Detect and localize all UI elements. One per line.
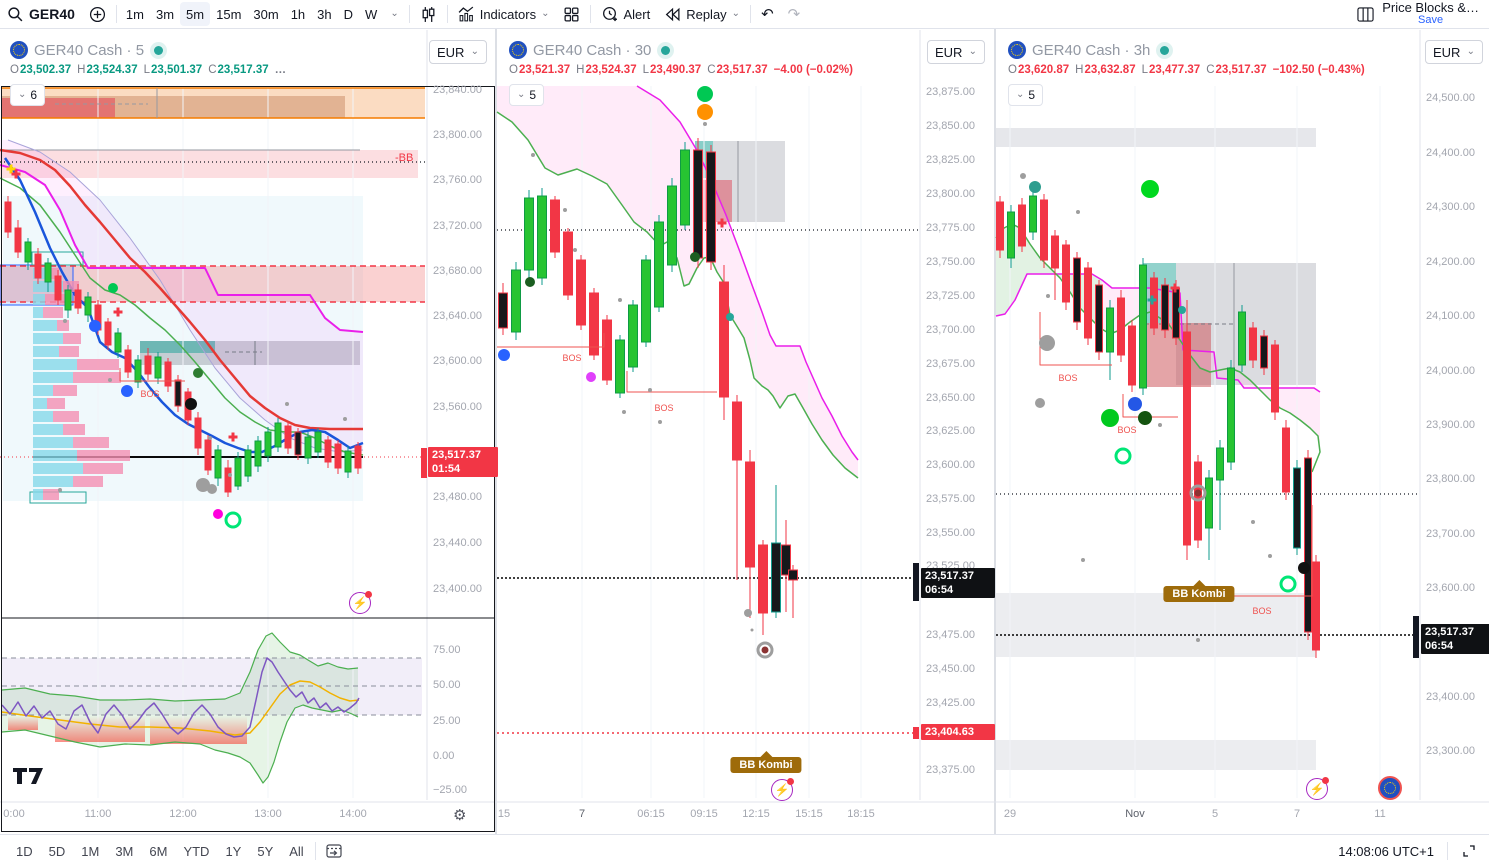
toolbar-separator <box>408 5 410 23</box>
chart3-header: GER40 Cash · 3h O23,620.87 H23,632.87 L23,… <box>1008 40 1371 76</box>
tf-1m[interactable]: 1m <box>125 6 144 22</box>
eu-flag-icon <box>10 41 28 59</box>
grid-layout-icon <box>564 6 579 22</box>
chart2-header: GER40 Cash · 30 O23,521.37 H23,524.37 L23,… <box>509 40 859 76</box>
range-1m[interactable]: 1M <box>81 843 100 859</box>
toolbar-separator <box>115 5 117 23</box>
range-1y[interactable]: 1Y <box>225 843 242 859</box>
range-all[interactable]: All <box>289 843 304 859</box>
plus-circle-icon <box>89 6 105 22</box>
svg-text:-BB: -BB <box>395 152 413 164</box>
tf-W[interactable]: W <box>365 6 378 22</box>
chart2-symbol-title[interactable]: GER40 Cash · 30 <box>533 41 652 59</box>
range-1d[interactable]: 1D <box>16 843 33 859</box>
clock[interactable]: 14:08:06 UTC+1 <box>1338 843 1434 859</box>
tf-15m[interactable]: 15m <box>216 6 242 22</box>
indicators-dropdown-arrow: ⌄ <box>541 8 550 19</box>
replay-label: Replay <box>686 6 727 22</box>
chart3-symbol-title[interactable]: GER40 Cash · 3h <box>1032 41 1151 59</box>
chart1-currency-dropdown[interactable]: EUR ⌄ <box>429 40 487 64</box>
chart2-ohlc: O23,521.37 H23,524.37 L23,490.37 C23,517.37… <box>509 64 853 76</box>
timeframes-dropdown-arrow[interactable]: ⌄ <box>390 8 399 19</box>
maximize-icon[interactable] <box>1461 843 1477 859</box>
range-6m[interactable]: 6M <box>149 843 168 859</box>
svg-text:BOS: BOS <box>1252 606 1271 616</box>
bottom-toolbar: 1D 5D 1M 3M 6M YTD 1Y 5Y All 14:08:06 UT… <box>0 834 1489 866</box>
undo-button[interactable]: ↶ <box>761 6 774 23</box>
market-open-dot <box>661 45 671 55</box>
market-open-dot <box>154 45 164 55</box>
separator <box>314 842 316 860</box>
chart2-indicators-collapse[interactable]: ⌄ 5 <box>509 84 545 106</box>
range-5y[interactable]: 5Y <box>257 843 274 859</box>
eu-flag-icon <box>509 41 527 59</box>
add-symbol-button[interactable] <box>82 2 113 26</box>
tf-D[interactable]: D <box>343 6 354 22</box>
toolbar-separator <box>446 5 448 23</box>
range-ytd[interactable]: YTD <box>183 843 210 859</box>
bb-kombi-tooltip: BB Kombi <box>730 757 802 773</box>
indicators-icon <box>458 6 473 21</box>
replay-button[interactable]: Replay ⌄ <box>657 2 747 26</box>
alert-label: Alert <box>623 6 651 22</box>
toolbar-separator <box>590 5 592 23</box>
symbol-search[interactable]: GER40 <box>0 2 82 26</box>
go-to-date-icon[interactable] <box>325 842 343 860</box>
toolbar-separator <box>750 5 752 23</box>
svg-text:BOS: BOS <box>562 353 581 363</box>
chart1-indicators-collapse[interactable]: ⌄ 6 <box>10 84 46 106</box>
tf-5m[interactable]: 5m <box>180 2 211 26</box>
alert-button[interactable]: Alert <box>594 2 657 26</box>
chart-style-button[interactable] <box>413 2 444 26</box>
range-3m[interactable]: 3M <box>115 843 134 859</box>
tf-30m[interactable]: 30m <box>253 6 279 22</box>
separator <box>1447 842 1448 860</box>
save-button[interactable]: Save <box>1418 14 1444 26</box>
bb-kombi-tooltip: BB Kombi <box>1163 586 1235 602</box>
chart3-ohlc: O23,620.87 H23,632.87 L23,477.37 C23,517.37… <box>1008 64 1365 76</box>
alert-clock-icon <box>603 6 618 21</box>
redo-button[interactable]: ↷ <box>787 6 801 23</box>
svg-text:BOS: BOS <box>140 389 159 399</box>
replay-dropdown-arrow: ⌄ <box>731 8 741 19</box>
svg-text:BOS: BOS <box>1117 425 1136 435</box>
tf-3h[interactable]: 3h <box>317 6 332 22</box>
chart1-header: GER40 Cash · 5 O23,502.37 H23,524.37 L23,5… <box>10 40 286 76</box>
candles-icon <box>422 6 435 22</box>
layout-columns-icon[interactable] <box>1357 6 1374 23</box>
chart2-currency-dropdown[interactable]: EUR ⌄ <box>927 40 985 64</box>
chart1-ohlc: O23,502.37 H23,524.37 L23,501.37 C23,517.37… <box>10 64 287 76</box>
tf-1h[interactable]: 1h <box>290 6 306 22</box>
chart3-indicators-collapse[interactable]: ⌄ 5 <box>1008 84 1044 106</box>
chart3-currency-dropdown[interactable]: EUR ⌄ <box>1425 40 1483 64</box>
indicators-label: Indicators <box>479 6 537 22</box>
chart1-symbol-title[interactable]: GER40 Cash · 5 <box>34 41 145 59</box>
indicators-button[interactable]: Indicators ⌄ <box>451 2 557 26</box>
templates-button[interactable] <box>556 2 587 26</box>
svg-text:BOS: BOS <box>1058 373 1077 383</box>
top-toolbar: GER40 1m 3m 5m 15m 30m 1h 3h D W ⌄ Indic… <box>0 0 1489 29</box>
layout-name[interactable]: Price Blocks &… <box>1382 0 1479 15</box>
market-open-dot <box>1160 45 1170 55</box>
symbol-search-value: GER40 <box>29 6 75 22</box>
eu-flag-icon <box>1008 41 1026 59</box>
svg-text:BOS: BOS <box>654 403 673 413</box>
search-icon <box>8 6 23 21</box>
range-5d[interactable]: 5D <box>48 843 66 859</box>
layout-name-save[interactable]: Price Blocks &… Save <box>1382 0 1479 26</box>
replay-icon <box>665 7 680 21</box>
tf-3m[interactable]: 3m <box>155 6 175 22</box>
